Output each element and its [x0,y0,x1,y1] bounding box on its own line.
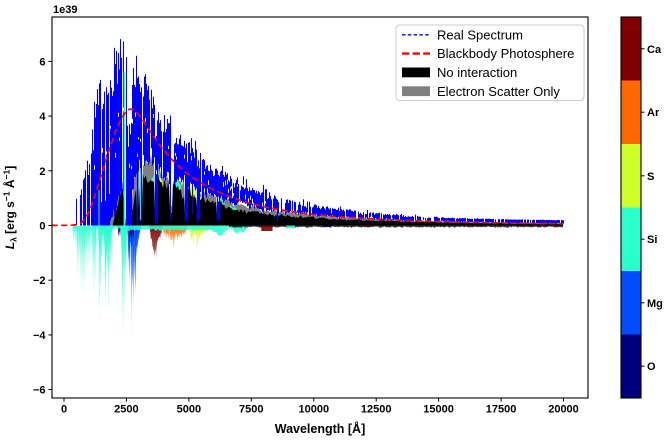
svg-text:Ar: Ar [647,107,660,119]
svg-text:−4: −4 [33,330,46,342]
svg-text:Wavelength [Å]: Wavelength [Å] [275,421,366,436]
svg-text:Si: Si [647,234,657,246]
svg-text:2500: 2500 [114,404,138,416]
svg-text:1e39: 1e39 [53,4,77,16]
svg-text:−6: −6 [33,385,46,397]
svg-text:Lλ [erg s−1 Å−1]: Lλ [erg s−1 Å−1] [2,166,19,250]
svg-text:Mg: Mg [647,298,663,310]
svg-text:10000: 10000 [299,404,330,416]
svg-text:15000: 15000 [423,404,454,416]
svg-text:Electron Scatter Only: Electron Scatter Only [437,84,560,99]
svg-text:12500: 12500 [361,404,392,416]
svg-text:Real Spectrum: Real Spectrum [437,27,523,42]
svg-text:O: O [647,361,656,373]
svg-text:Ca: Ca [647,44,662,56]
svg-text:17500: 17500 [486,404,517,416]
svg-text:Blackbody Photosphere: Blackbody Photosphere [437,46,574,61]
svg-text:7500: 7500 [239,404,263,416]
svg-text:No interaction: No interaction [437,65,517,80]
svg-text:S: S [647,171,654,183]
svg-text:6: 6 [39,56,45,68]
svg-text:5000: 5000 [177,404,201,416]
svg-text:0: 0 [39,221,45,233]
svg-text:20000: 20000 [548,404,579,416]
svg-text:−2: −2 [33,275,46,287]
svg-text:0: 0 [61,404,67,416]
svg-text:4: 4 [39,111,46,123]
svg-text:2: 2 [39,166,45,178]
